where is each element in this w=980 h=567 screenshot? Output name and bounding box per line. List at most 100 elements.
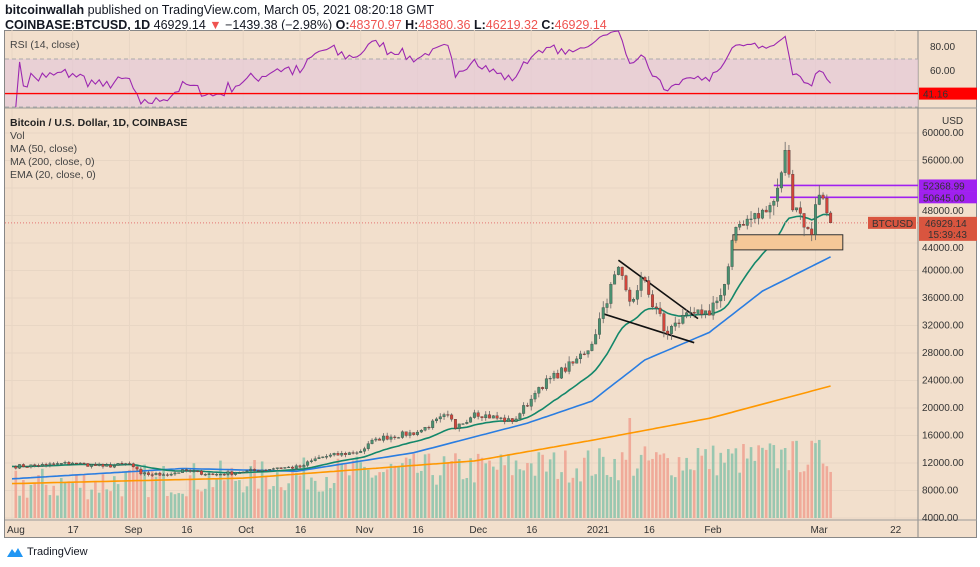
volume-bar (397, 466, 400, 518)
candle (810, 222, 814, 242)
volume-bar (689, 469, 692, 518)
candle (328, 453, 332, 458)
candle-body (829, 212, 833, 224)
volume-bar (336, 458, 340, 518)
level-tag-bg (919, 191, 977, 204)
candle-body (609, 284, 613, 304)
chart-canvas[interactable]: 80.00 60.00 60000.00 56000.00 48000.00 44000.… (0, 0, 980, 545)
candle (412, 432, 416, 436)
rsi-value-tag-bg (919, 87, 977, 100)
volume-bar (25, 497, 29, 518)
volume-bar (454, 453, 457, 518)
candle (146, 470, 150, 477)
volume-bar (33, 482, 37, 518)
ema20-line (11, 213, 831, 474)
volume-bar (131, 466, 135, 518)
volume-bar (268, 489, 272, 518)
volume-bar (719, 452, 723, 518)
candle (742, 220, 745, 226)
volume-bar (677, 457, 681, 518)
candle (105, 462, 109, 467)
price-axis-tick: 44000.00 (922, 243, 964, 254)
candle-body (764, 209, 768, 213)
ema20-legend[interactable]: EMA (20, close, 0) (10, 169, 96, 181)
tradingview-logo[interactable]: TradingView (6, 546, 88, 558)
volume-bar (363, 466, 366, 518)
volume-bar (795, 440, 798, 518)
candle-body (654, 306, 658, 309)
volume-bar (389, 463, 393, 518)
volume-bar (685, 457, 688, 518)
candle-body (465, 422, 469, 424)
candle (715, 296, 719, 310)
candle (582, 351, 586, 356)
candle-body (499, 417, 503, 419)
candle (522, 402, 526, 417)
volume-bar (306, 489, 309, 518)
candle-body (287, 466, 291, 468)
candle (363, 446, 366, 455)
candle-body (336, 453, 340, 456)
candle (438, 413, 442, 423)
candle (632, 297, 636, 304)
level-tag: 52368.99 (923, 181, 965, 192)
volume-bar (78, 487, 82, 518)
candle (154, 471, 158, 476)
volume-bar (632, 475, 635, 518)
candle-body (416, 431, 419, 435)
volume-bar (503, 465, 506, 518)
volume-bar (264, 475, 268, 518)
volume-bar (203, 488, 207, 518)
candle (385, 432, 389, 441)
level-tag-bg (919, 179, 977, 192)
candle-body (662, 313, 666, 332)
volume-bar (37, 475, 40, 518)
candle-body (131, 463, 135, 467)
open-value: 48370.97 (349, 18, 402, 32)
price-axis-tick: 16000.00 (922, 431, 964, 442)
rsi-legend[interactable]: RSI (14, close) (10, 39, 80, 51)
candle-body (116, 463, 120, 466)
candle-body (351, 452, 355, 454)
candle (643, 275, 647, 283)
candle (302, 463, 306, 468)
candle-body (495, 415, 499, 419)
time-axis-tick: Aug (7, 525, 25, 536)
candle-body (279, 467, 283, 469)
volume-bar (128, 469, 131, 518)
volume-bar (257, 488, 260, 518)
candle (616, 266, 620, 276)
ma50-legend[interactable]: MA (50, close) (10, 143, 78, 155)
candle-body (548, 378, 552, 380)
author[interactable]: bitcoinwallah (5, 3, 85, 17)
candle (814, 197, 817, 241)
volume-bar (617, 480, 620, 518)
candle (435, 417, 438, 424)
candle-body (226, 471, 230, 475)
candle (56, 461, 59, 465)
volume-bar (109, 491, 112, 518)
volume-bar (768, 443, 772, 518)
volume-bar (120, 496, 124, 518)
volume-bar (169, 492, 173, 518)
vol-legend[interactable]: Vol (10, 130, 25, 142)
candle (192, 468, 196, 473)
close-label: C: (541, 18, 555, 32)
volume-bar (378, 472, 381, 518)
volume-bar (469, 458, 472, 518)
candle (556, 369, 560, 379)
candle (484, 411, 488, 421)
candle-body (635, 290, 639, 300)
candle (491, 415, 495, 419)
candle (355, 450, 359, 456)
candle-body (541, 387, 545, 389)
ma200-legend[interactable]: MA (200, close, 0) (10, 156, 95, 168)
volume-bar (753, 460, 757, 518)
tradingview-logo-icon (7, 548, 23, 557)
candle (533, 390, 537, 403)
candle (605, 298, 609, 314)
volume-bar (715, 475, 719, 518)
candle (688, 306, 692, 318)
candle-body (332, 453, 336, 456)
candle (25, 466, 29, 468)
